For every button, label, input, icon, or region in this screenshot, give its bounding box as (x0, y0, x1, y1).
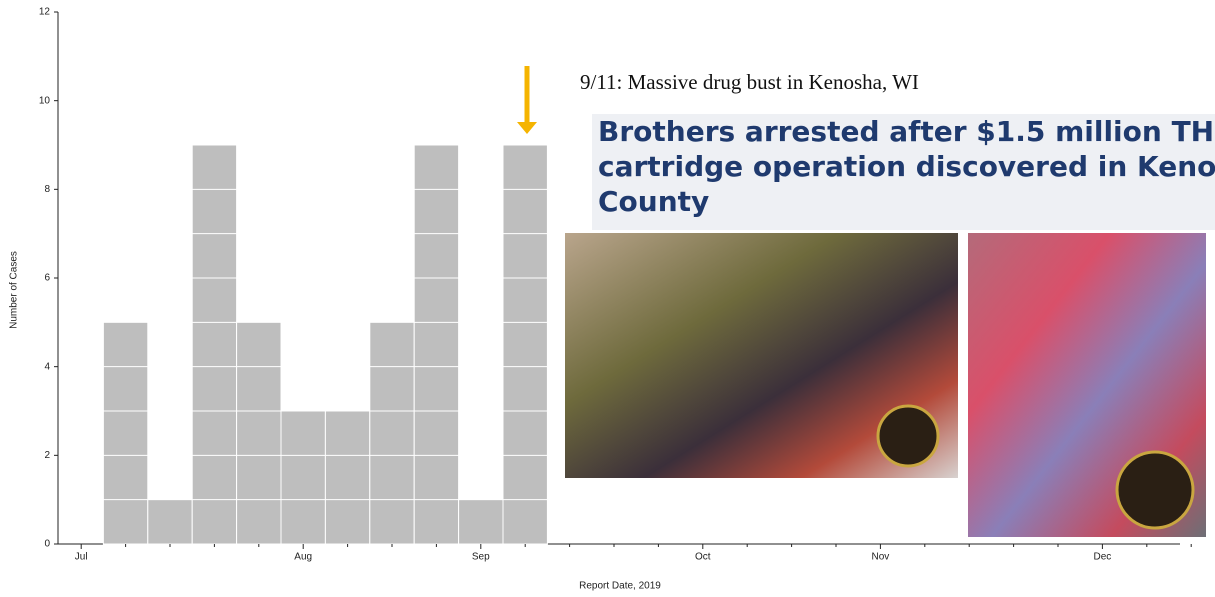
x-tick-label: Oct (695, 552, 711, 563)
badge (1115, 450, 1195, 530)
x-tick-label: Dec (1094, 552, 1112, 563)
bar (369, 321, 415, 545)
y-tick-label: 4 (44, 361, 50, 372)
y-tick-label: 6 (44, 273, 50, 284)
headline-line: County (598, 185, 710, 218)
x-tick-label: Sep (472, 552, 490, 563)
bar (458, 499, 504, 545)
y-axis-title: Number of Cases (9, 251, 20, 329)
y-tick-label: 12 (39, 7, 51, 18)
bar (102, 321, 149, 545)
bar (280, 410, 326, 545)
x-tick-label: Aug (294, 552, 312, 563)
headline: Brothers arrested after $1.5 million THC… (592, 114, 1215, 230)
badge (876, 404, 940, 468)
bar (236, 321, 282, 545)
y-tick-label: 8 (44, 184, 50, 195)
headline-line: cartridge operation discovered in Kenosh… (598, 150, 1215, 183)
headline-line: Brothers arrested after $1.5 million THC (598, 115, 1215, 148)
y-tick-label: 2 (44, 450, 50, 461)
annotation: 9/11: Massive drug bust in Kenosha, WI (580, 70, 919, 94)
y-tick-label: 0 (44, 539, 50, 550)
y-tick-label: 10 (39, 95, 51, 106)
bar (147, 499, 193, 545)
bar (324, 410, 371, 545)
x-axis-title: Report Date, 2019 (579, 581, 661, 592)
bar (502, 144, 548, 545)
x-tick-label: Nov (872, 552, 890, 563)
bar (191, 144, 238, 545)
arrow-head (517, 122, 537, 134)
bar (413, 144, 460, 545)
x-tick-label: Jul (75, 552, 88, 563)
